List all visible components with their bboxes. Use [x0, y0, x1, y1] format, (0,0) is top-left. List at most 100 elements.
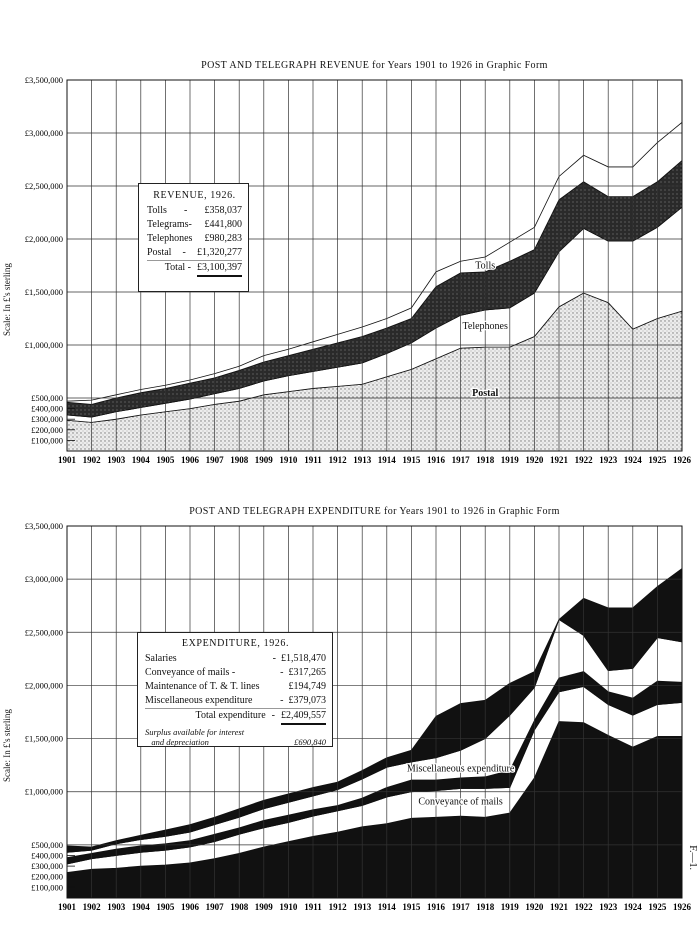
expenditure-legend: EXPENDITURE, 1926. Salaries - £1,518,470 … [137, 632, 333, 747]
x-tick-label: 1901 [58, 455, 77, 465]
y-tick-label: £200,000 [31, 425, 63, 435]
revenue-y-axis-label: Scale: In £'s sterling [2, 263, 12, 336]
y-tick-label: £500,000 [31, 393, 63, 403]
legend-value: £379,073 [288, 695, 327, 706]
legend-value: £317,265 [288, 667, 327, 678]
x-tick-label: 1915 [402, 455, 421, 465]
expenditure-y-axis-label: Scale: In £'s sterling [2, 709, 12, 782]
legend-label: Tolls [147, 205, 167, 216]
area-annotation: Conveyance of mails [418, 796, 503, 807]
x-tick-label: 1918 [476, 902, 495, 912]
legend-label: Postal [147, 247, 172, 258]
x-tick-label: 1914 [378, 902, 397, 912]
revenue-chart: £3,500,000 £3,000,000 £2,500,000 £2,000,000… [25, 75, 692, 465]
legend-row: Telephones £980,283 [147, 232, 242, 246]
x-tick-label: 1923 [599, 902, 618, 912]
x-tick-label: 1925 [648, 455, 667, 465]
x-tick-label: 1918 [476, 455, 495, 465]
legend-sep: - [280, 695, 284, 706]
x-tick-label: 1922 [575, 902, 594, 912]
legend-sep: - [272, 653, 276, 664]
legend-row: Conveyance of mails - - £317,265 [145, 666, 326, 680]
legend-label: Telephones [147, 233, 193, 244]
legend-label: Telegrams- [147, 219, 192, 230]
x-tick-label: 1903 [107, 902, 126, 912]
x-tick-label: 1916 [427, 455, 446, 465]
x-tick-label: 1921 [550, 455, 569, 465]
y-tick-label: £100,000 [31, 882, 63, 892]
x-tick-label: 1904 [132, 455, 151, 465]
y-tick-label: £1,000,000 [25, 340, 63, 350]
y-tick-label: £400,000 [31, 404, 63, 414]
x-tick-label: 1911 [304, 455, 322, 465]
y-tick-label: £2,500,000 [25, 181, 63, 191]
y-tick-label: £3,500,000 [25, 521, 63, 531]
legend-row: Telegrams- £441,800 [147, 218, 242, 232]
x-tick-label: 1924 [624, 902, 643, 912]
x-tick-label: 1904 [132, 902, 151, 912]
x-tick-label: 1920 [525, 455, 544, 465]
y-tick-label: £2,000,000 [25, 234, 63, 244]
legend-row: Postal - £1,320,277 [147, 246, 242, 260]
x-tick-label: 1913 [353, 455, 372, 465]
y-tick-label: £300,000 [31, 414, 63, 424]
y-tick-label: £1,500,000 [25, 287, 63, 297]
x-tick-label: 1910 [279, 902, 298, 912]
x-tick-label: 1909 [255, 902, 274, 912]
legend-sep: - [184, 205, 188, 216]
x-tick-label: 1901 [58, 902, 77, 912]
legend-row: Maintenance of T. & T. lines £194,749 [145, 680, 326, 694]
legend-surplus-label: Surplus available for interest [145, 727, 245, 737]
x-tick-label: 1912 [329, 902, 348, 912]
x-tick-label: 1903 [107, 455, 126, 465]
y-tick-label: £2,500,000 [25, 627, 63, 637]
y-tick-label: £1,500,000 [25, 734, 63, 744]
y-tick-label: £400,000 [31, 850, 63, 860]
expenditure-chart: £3,500,000 £3,000,000 £2,500,000 £2,000,000… [25, 521, 692, 912]
x-tick-label: 1913 [353, 902, 372, 912]
x-tick-label: 1902 [83, 455, 102, 465]
x-tick-label: 1924 [624, 455, 643, 465]
legend-sep: - [280, 667, 284, 678]
y-tick-label: £1,000,000 [25, 787, 63, 797]
y-tick-label: £100,000 [31, 435, 63, 445]
y-tick-label: £200,000 [31, 872, 63, 882]
legend-value: £1,320,277 [196, 247, 242, 258]
x-tick-label: 1905 [156, 902, 175, 912]
legend-sep: - [182, 247, 186, 258]
legend-value: £358,037 [204, 205, 242, 216]
x-tick-label: 1906 [181, 455, 200, 465]
x-tick-label: 1915 [402, 902, 421, 912]
legend-label: Conveyance of mails - [145, 667, 236, 678]
x-tick-label: 1914 [378, 455, 397, 465]
legend-value: £194,749 [288, 681, 327, 692]
legend-total-label: Total - [164, 262, 191, 273]
legend-value: £980,283 [204, 233, 243, 244]
x-tick-label: 1916 [427, 902, 446, 912]
x-tick-label: 1925 [648, 902, 667, 912]
x-tick-label: 1917 [452, 455, 471, 465]
legend-surplus-row: Surplus available for interest and depre… [145, 727, 326, 747]
legend-total-value: £2,409,557 [281, 709, 326, 725]
x-tick-label: 1908 [230, 455, 249, 465]
legend-surplus-value: £690,840 [294, 737, 326, 747]
area-annotation: Postal [472, 388, 498, 399]
y-tick-label: £500,000 [31, 840, 63, 850]
x-tick-label: 1907 [206, 902, 225, 912]
y-tick-label: £300,000 [31, 861, 63, 871]
x-tick-label: 1921 [550, 902, 569, 912]
revenue-legend: REVENUE, 1926. Tolls - £358,037 Telegrams-… [138, 183, 249, 292]
plot-frame [66, 525, 683, 899]
x-tick-label: 1902 [83, 902, 102, 912]
x-tick-label: 1910 [279, 455, 298, 465]
legend-total-value: £3,100,397 [197, 261, 242, 277]
plot-frame [66, 79, 683, 452]
expenditure-chart-title: POST AND TELEGRAPH EXPENDITURE for Years… [189, 506, 560, 517]
legend-row: Salaries - £1,518,470 [145, 652, 326, 666]
legend-value: £1,518,470 [281, 653, 326, 664]
legend-row: Tolls - £358,037 [147, 204, 242, 218]
area-annotation: Miscellaneous expenditure [407, 764, 515, 775]
y-tick-label: £3,000,000 [25, 128, 63, 138]
x-tick-label: 1908 [230, 902, 249, 912]
